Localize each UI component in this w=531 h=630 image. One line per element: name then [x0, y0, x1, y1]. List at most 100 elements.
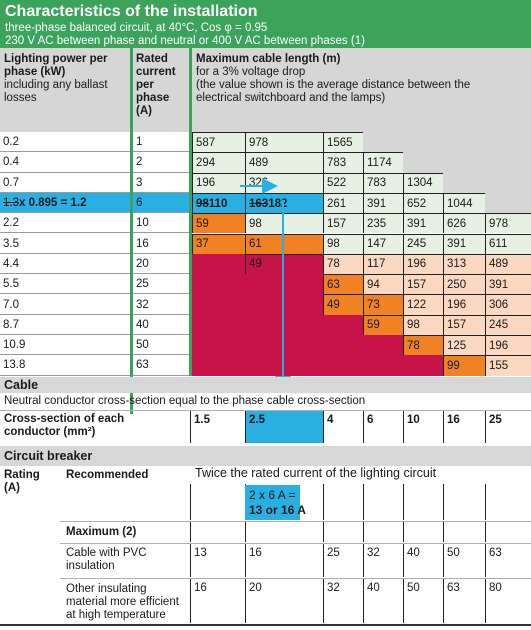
- length-cell: 245: [485, 314, 531, 335]
- pvc-row: 13 16 25 32 40 50 63: [190, 544, 531, 577]
- header-subtitle-1: three-phase balanced circuit, at 40°C, C…: [5, 22, 268, 34]
- power-cell: 0.7: [0, 173, 131, 193]
- length-cell: 73: [363, 294, 403, 315]
- row-separator: [0, 252, 190, 254]
- table-row: 8.7 40 59 98 157 245: [0, 314, 531, 335]
- length-cell: 157: [443, 314, 485, 335]
- struck-length: 98: [196, 197, 209, 210]
- length-cell: [192, 314, 245, 335]
- table-row: 13.8 63 99 155: [0, 355, 531, 376]
- cross-section-cell: 6: [363, 411, 403, 443]
- cable-length-table: 0.2 1 587 978 1565 0.4 2 294 489 783 1174 0.7 3 196 32…: [0, 132, 531, 376]
- row-separator: [0, 374, 190, 376]
- power-value: 7.0: [3, 298, 19, 311]
- power-cell: 0.2: [0, 132, 131, 152]
- cross-section-cell: 16: [443, 411, 485, 443]
- table-row: 7.0 32 49 73 122 196 306: [0, 294, 531, 315]
- length-cell: [323, 335, 363, 356]
- current-cell: 50: [136, 339, 149, 352]
- maximum-grid-cell: [485, 522, 531, 542]
- length-cell: [323, 355, 363, 376]
- length-cell: 157: [403, 274, 443, 295]
- length-cell: 122: [403, 294, 443, 315]
- power-cell: 1.3 x 0.895 = 1.2: [0, 192, 131, 214]
- length-cell: 313: [443, 253, 485, 275]
- length-cell: 37: [192, 233, 245, 254]
- maximum-grid: [190, 522, 531, 542]
- length-cell: [363, 132, 403, 153]
- length-cell: 98: [323, 233, 363, 254]
- other-insulation-row: 16 20 32 40 50 63 80: [190, 579, 531, 623]
- length-cell: 391: [403, 213, 443, 234]
- length-cell: 611: [485, 233, 531, 254]
- header-subtitle-2: 230 V AC between phase and neutral or 40…: [5, 35, 365, 47]
- length-cell: [192, 274, 245, 295]
- length-cell: 391: [443, 233, 485, 254]
- power-value: 5.5: [3, 278, 19, 291]
- length-cell: [403, 152, 443, 173]
- row-separator: [0, 313, 190, 315]
- length-cell: 157: [323, 213, 363, 234]
- table-row: 10.9 50 78 125 196: [0, 335, 531, 356]
- length-cell: 1565: [323, 132, 363, 153]
- power-cell: 2.2: [0, 213, 131, 233]
- length-cell: [443, 172, 485, 193]
- power-value: 13.8: [3, 359, 26, 372]
- length-cell: 155: [485, 355, 531, 376]
- length-cell: 294: [192, 152, 245, 173]
- current-cell: 6: [133, 192, 190, 214]
- length-cell: [323, 314, 363, 335]
- length-cell: [443, 132, 485, 153]
- row-separator: [0, 212, 190, 214]
- power-cell: 4.4: [0, 254, 131, 274]
- power-cell: 10.9: [0, 335, 131, 355]
- recommended-grid-cell: [363, 484, 403, 520]
- length-cell: 49: [323, 294, 363, 315]
- length-cell: 1304: [403, 172, 443, 193]
- length-cell: 250: [443, 274, 485, 295]
- length-cell: [192, 335, 245, 356]
- length-cell: 196: [443, 294, 485, 315]
- cross-section-cell: 2.5: [245, 411, 323, 443]
- cross-section-cell: 1.5: [190, 411, 245, 443]
- other-rating-cell: 80: [485, 579, 531, 623]
- current-cell: 1: [136, 136, 143, 149]
- pvc-rating-cell: 63: [485, 544, 531, 577]
- pvc-rating-cell: 13: [190, 544, 245, 577]
- col-header-current: Rated current per phase (A): [136, 53, 176, 117]
- length-cell: 99: [443, 355, 485, 376]
- length-cell: 489: [245, 152, 323, 173]
- other-rating-cell: 50: [403, 579, 443, 623]
- length-cell: 978: [485, 213, 531, 234]
- pvc-label: Cable with PVC insulation: [66, 547, 147, 572]
- length-cell: 626: [443, 213, 485, 234]
- separator: [0, 410, 531, 411]
- current-cell: 32: [136, 298, 149, 311]
- maximum-grid-cell: [403, 522, 443, 542]
- length-cell: 196: [192, 172, 245, 193]
- power-value: 8.7: [3, 318, 19, 331]
- length-cell: 78: [403, 335, 443, 356]
- green-divider-2: [189, 48, 192, 376]
- length-cell: [363, 335, 403, 356]
- current-cell: 63: [136, 359, 149, 372]
- length-cell: 391: [363, 192, 403, 214]
- power-cell: 8.7: [0, 315, 131, 335]
- cable-note: Neutral conductor cross-section equal to…: [4, 395, 366, 407]
- recommended-label: Recommended: [66, 469, 149, 481]
- power-value: 4.4: [3, 257, 19, 270]
- length-cell: 235: [363, 213, 403, 234]
- row-separator: [0, 273, 190, 275]
- maximum-grid-cell: [190, 522, 245, 542]
- length-cell: [192, 294, 245, 315]
- current-cell: 2: [136, 156, 143, 169]
- separator: [60, 543, 531, 544]
- length-cell: 94: [363, 274, 403, 295]
- bottom-rule: [0, 624, 531, 626]
- other-rating-cell: 63: [443, 579, 485, 623]
- col-header-length: Maximum cable length (m) for a 3% voltag…: [196, 53, 471, 104]
- length-cell: [485, 192, 531, 214]
- green-divider-1: [130, 48, 133, 414]
- other-rating-cell: 40: [363, 579, 403, 623]
- pvc-rating-cell: 40: [403, 544, 443, 577]
